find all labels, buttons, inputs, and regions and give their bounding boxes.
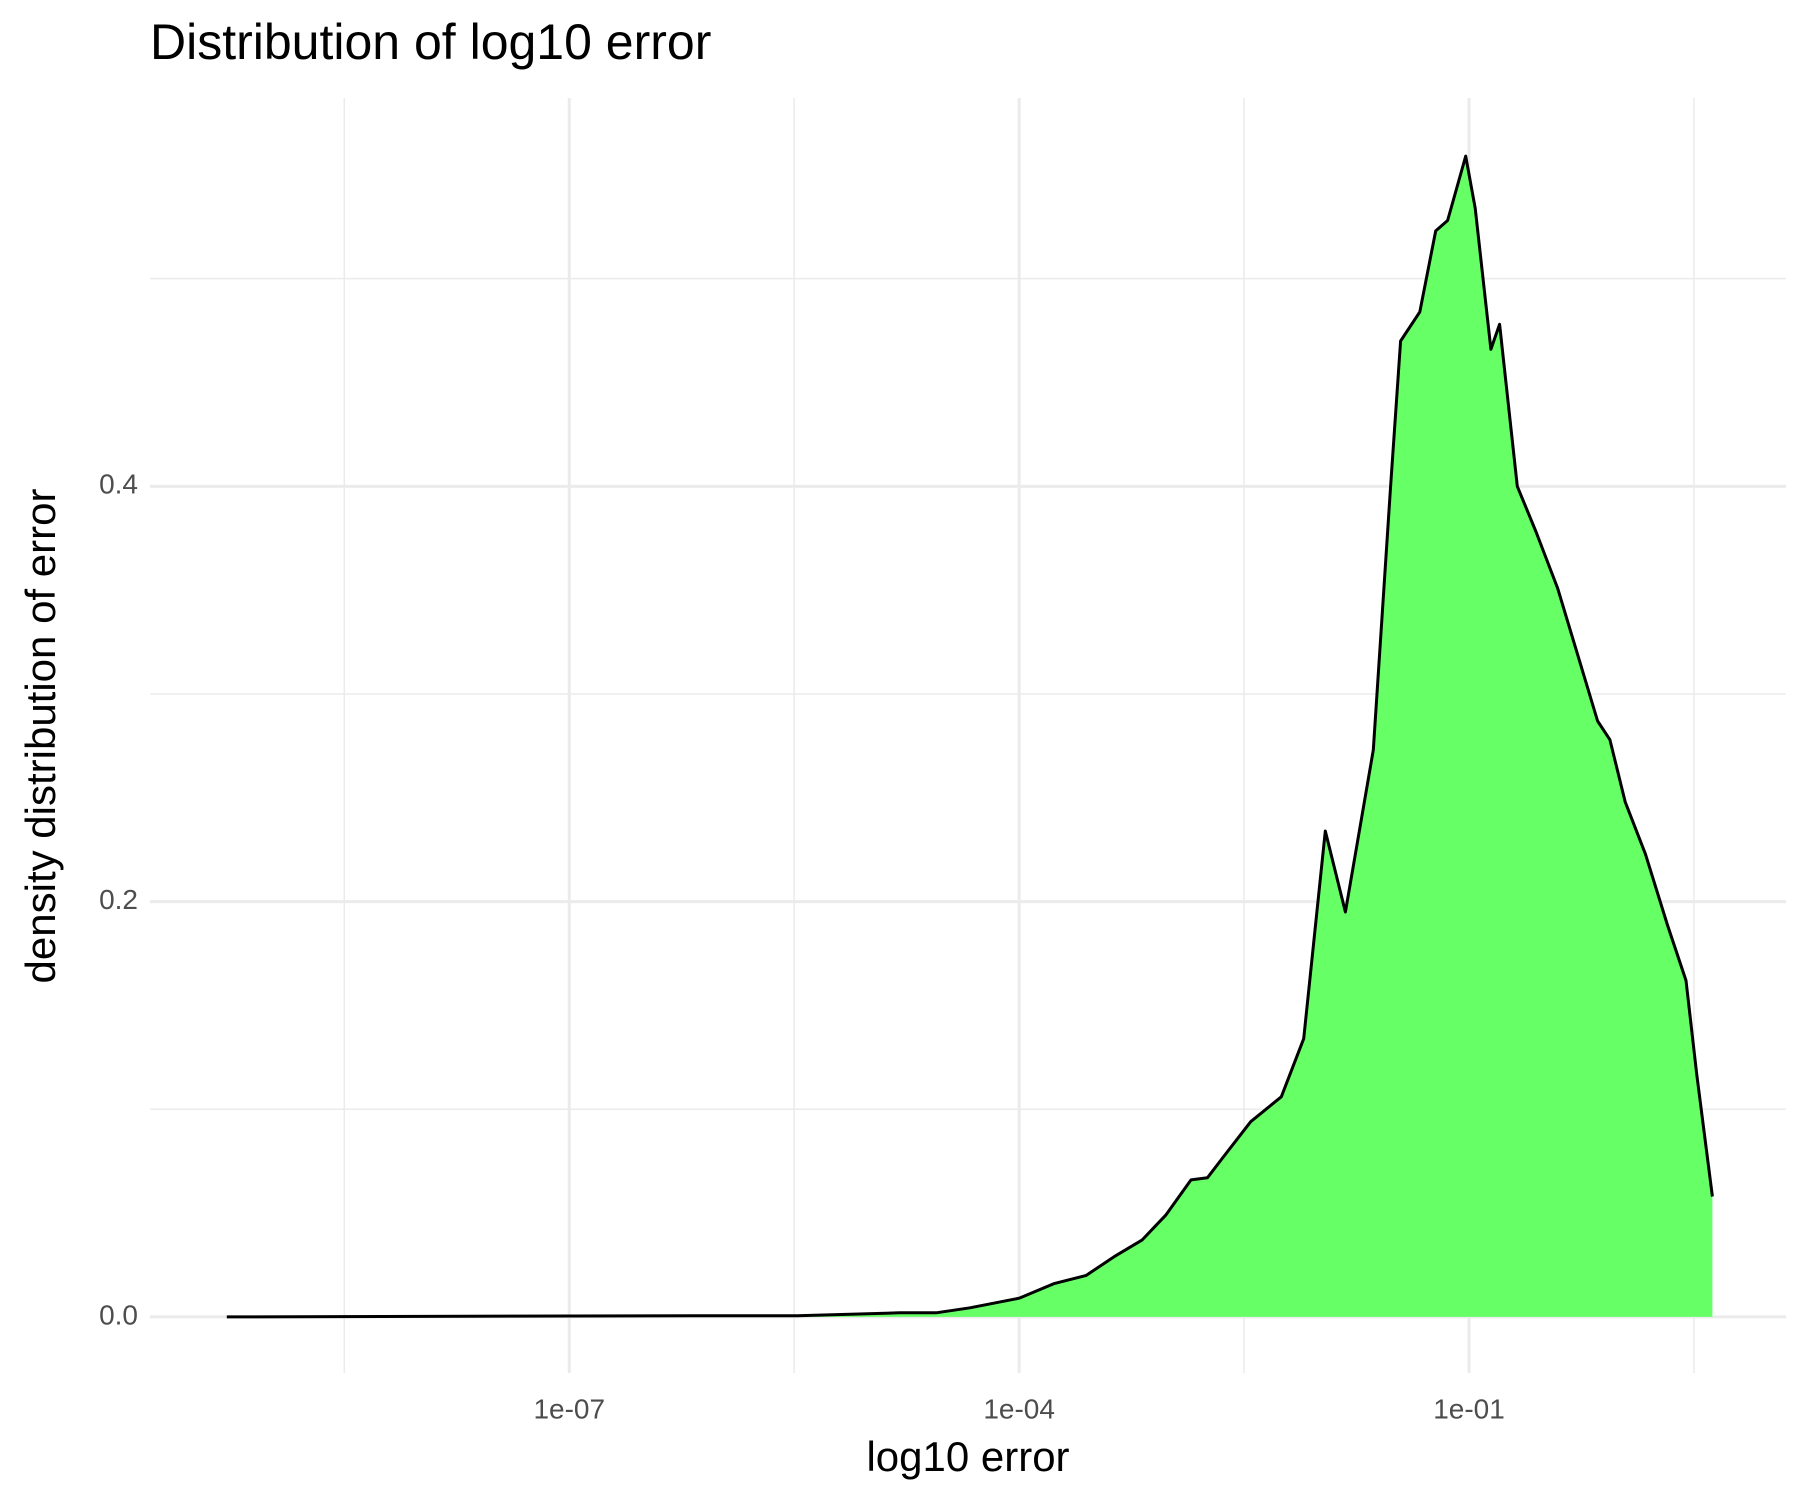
- y-tick-label: 0.0: [99, 1299, 138, 1330]
- x-tick-label: 1e-07: [533, 1393, 605, 1424]
- chart-title: Distribution of log10 error: [150, 14, 711, 70]
- y-tick-label: 0.4: [99, 469, 138, 500]
- area-fill: [226, 156, 1713, 1317]
- x-axis-label: log10 error: [866, 1433, 1069, 1480]
- y-tick-label: 0.2: [99, 884, 138, 915]
- x-tick-label: 1e-01: [1433, 1393, 1505, 1424]
- x-tick-label: 1e-04: [983, 1393, 1055, 1424]
- y-axis-label: density distribution of error: [17, 489, 64, 984]
- density-line: [226, 154, 1714, 1319]
